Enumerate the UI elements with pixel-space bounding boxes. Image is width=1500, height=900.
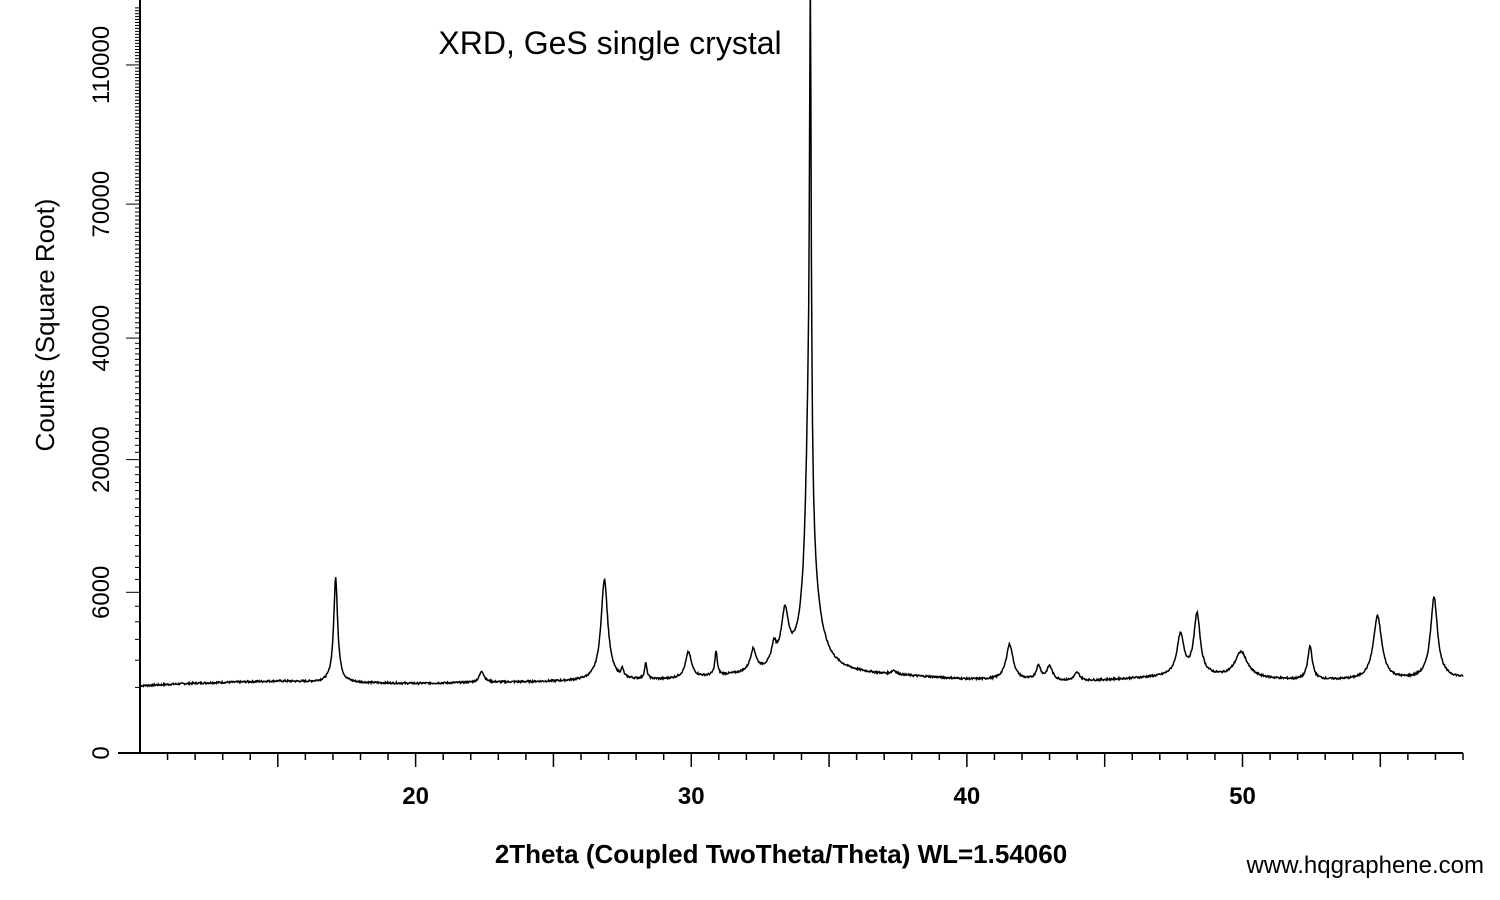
y-tick-label: 110000 (88, 26, 115, 104)
xrd-pattern-line (139, 0, 1464, 688)
y-tick-label: 20000 (88, 426, 115, 493)
y-tick-label: 70000 (88, 171, 115, 238)
y-axis-title: Counts (Square Root) (30, 199, 60, 452)
chart-title: XRD, GeS single crystal (438, 25, 781, 61)
watermark: www.hqgraphene.com (1246, 852, 1484, 879)
x-tick-label: 40 (954, 783, 981, 810)
x-tick-label: 20 (402, 783, 429, 810)
x-axis-ticks: 20 30 40 50 (166, 753, 1464, 810)
y-tick-label: 0 (88, 746, 115, 759)
x-tick-label: 30 (678, 783, 705, 810)
y-tick-label: 6000 (88, 566, 115, 619)
y-tick-label: 40000 (88, 305, 115, 372)
x-axis-title: 2Theta (Coupled TwoTheta/Theta) WL=1.540… (495, 839, 1067, 869)
plot-area: 20 30 40 50 0 6000 20000 40000 70000 110000 (88, 0, 1464, 810)
x-tick-label: 50 (1229, 783, 1256, 810)
y-axis-ticks: 0 6000 20000 40000 70000 110000 (88, 7, 140, 760)
